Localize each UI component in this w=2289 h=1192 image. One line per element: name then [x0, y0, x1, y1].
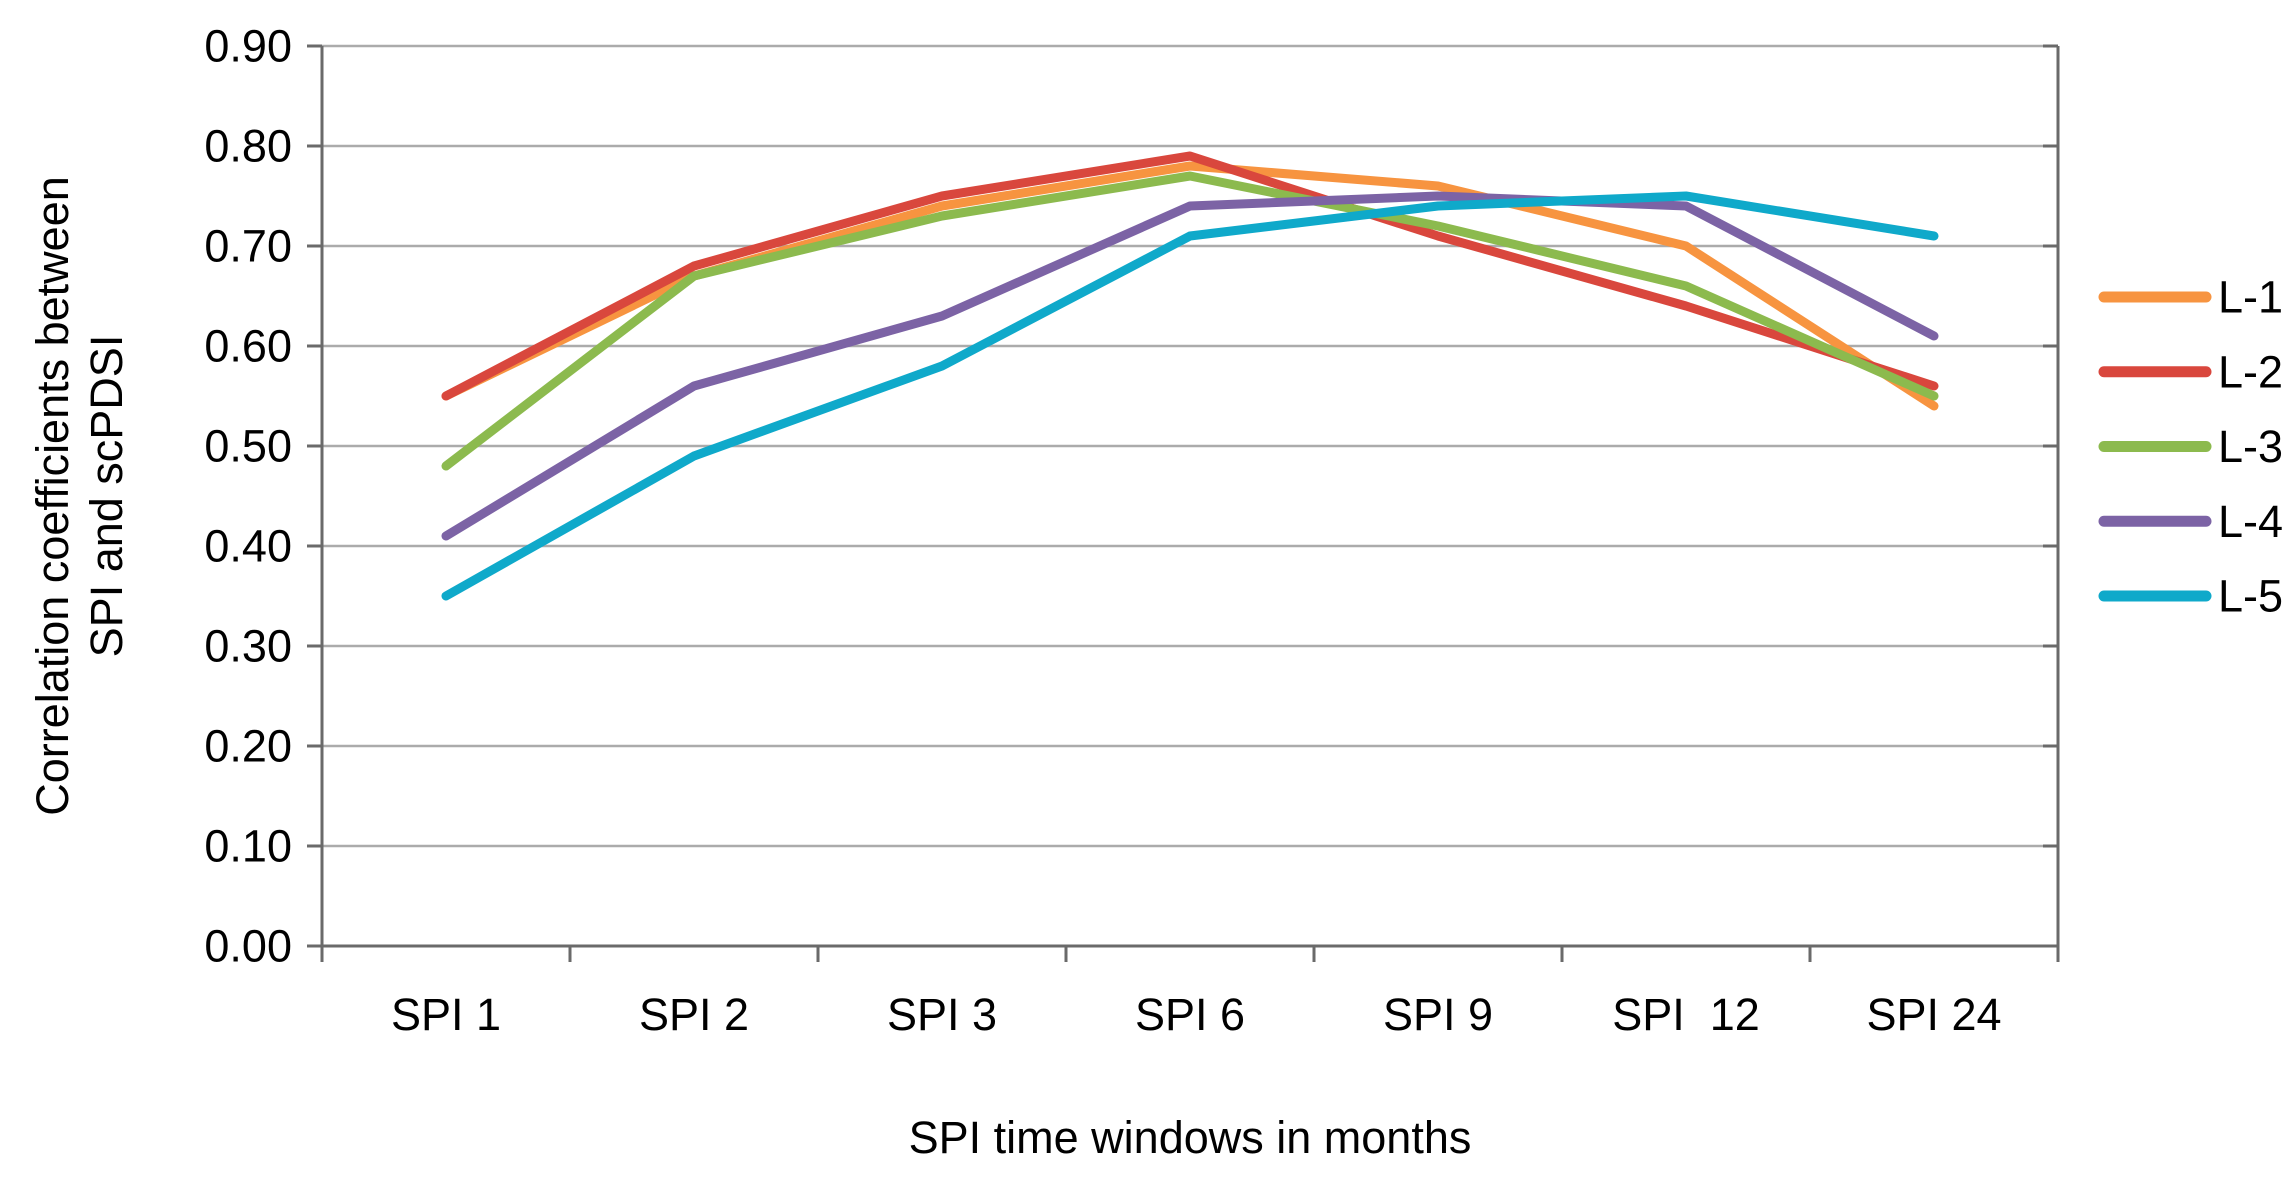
legend-item-L-3: L-3 — [2098, 421, 2283, 472]
legend-label-L-3: L-3 — [2218, 421, 2283, 472]
y-tick-label: 0.60 — [204, 321, 292, 372]
series-line-L-2 — [441, 151, 1939, 401]
x-tick-label: SPI 3 — [887, 989, 997, 1040]
y-tick-label: 0.90 — [204, 21, 292, 72]
legend-item-L-1: L-1 — [2098, 272, 2283, 323]
x-axis-title: SPI time windows in months — [908, 1112, 1472, 1163]
legend-item-L-4: L-4 — [2098, 496, 2283, 547]
y-axis-title-line1: Correlation coefficients between — [27, 176, 78, 816]
legend-label-L-1: L-1 — [2218, 272, 2283, 323]
y-tick-label: 0.50 — [204, 421, 292, 472]
series-line-L-4 — [441, 191, 1939, 541]
legend-item-L-5: L-5 — [2098, 571, 2283, 622]
y-tick-label: 0.70 — [204, 221, 292, 272]
series-line-L-3 — [441, 171, 1939, 471]
y-tick-label: 0.00 — [204, 921, 292, 972]
x-tick-label: SPI 2 — [639, 989, 749, 1040]
y-tick-label: 0.10 — [204, 821, 292, 872]
legend: L-1 L-2 L-3 L-4 L-5 — [2098, 272, 2283, 622]
legend-label-L-4: L-4 — [2218, 496, 2283, 547]
y-axis-title: Correlation coefficients between SPI and… — [26, 46, 134, 946]
legend-item-L-2: L-2 — [2098, 346, 2283, 397]
x-tick-label: SPI 6 — [1135, 989, 1245, 1040]
x-tick-label: SPI 24 — [1866, 989, 2001, 1040]
y-tick-label: 0.30 — [204, 621, 292, 672]
y-tick-label: 0.20 — [204, 721, 292, 772]
legend-label-L-5: L-5 — [2218, 571, 2283, 622]
series-line-L-5 — [441, 191, 1939, 601]
x-tick-label: SPI 12 — [1612, 989, 1760, 1040]
y-axis-title-line2: SPI and scPDSI — [81, 334, 132, 658]
x-tick-label: SPI 9 — [1383, 989, 1493, 1040]
y-tick-label: 0.80 — [204, 121, 292, 172]
y-tick-label: 0.40 — [204, 521, 292, 572]
x-tick-label: SPI 1 — [391, 989, 501, 1040]
legend-label-L-2: L-2 — [2218, 346, 2283, 397]
